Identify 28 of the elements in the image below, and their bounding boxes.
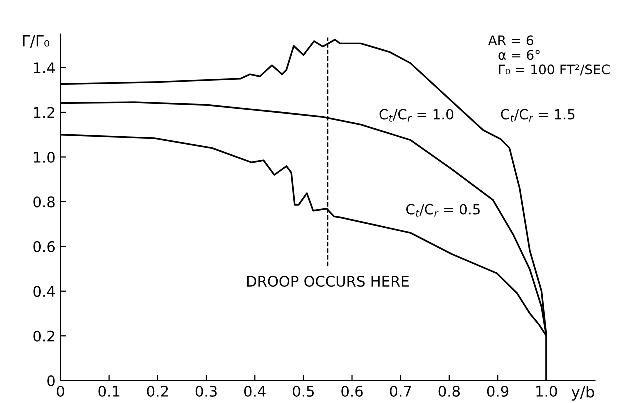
y-tick-label: 1.0 — [34, 152, 55, 163]
y-tick-label: 1.4 — [34, 62, 56, 74]
x-tick-label: 0.4 — [244, 386, 266, 397]
x-tick-label: 0.9 — [487, 386, 509, 397]
annotation: α = 6° — [498, 50, 540, 60]
x-tick-label: 0.6 — [342, 386, 363, 397]
y-tick-label: 0.4 — [34, 286, 56, 298]
x-axis-title: y/b — [572, 386, 594, 401]
x-tick-label: 0.5 — [293, 386, 314, 397]
series-label: C$_{t}$/C$_{r}$ = 1.5 — [501, 109, 575, 122]
annotation: AR = 6 — [488, 36, 534, 46]
annotation: Γ₀ = 100 FT²/SEC — [499, 64, 610, 76]
x-tick-label: 0.1 — [98, 386, 120, 397]
series-label: C$_{t}$/C$_{r}$ = 0.5 — [406, 204, 480, 217]
ref-line-label: DROOP OCCURS HERE — [248, 276, 409, 288]
y-axis-title: Γ/Γ₀ — [23, 36, 50, 48]
x-tick-label: 0.3 — [196, 386, 217, 397]
series-label: C$_{t}$/C$_{r}$ = 1.0 — [380, 109, 454, 122]
x-tick-label: 1.0 — [536, 386, 558, 397]
y-tick-label: 0 — [48, 376, 55, 387]
y-tick-label: 1.2 — [34, 107, 54, 118]
x-tick-label: 0 — [57, 386, 64, 397]
x-tick-label: 0.7 — [390, 386, 412, 397]
y-tick-label: 0.6 — [34, 241, 55, 252]
y-tick-label: 0.2 — [34, 330, 54, 342]
x-tick-label: 0.2 — [147, 386, 168, 397]
x-tick-label: 0.8 — [438, 386, 460, 397]
y-tick-label: 0.8 — [34, 196, 55, 208]
